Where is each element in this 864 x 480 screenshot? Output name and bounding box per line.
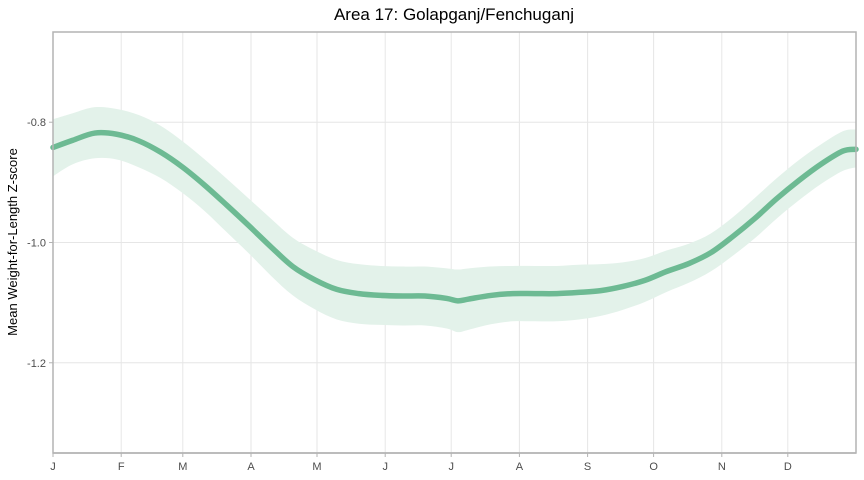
x-tick-label-5: J <box>382 461 388 473</box>
grid <box>52 32 856 453</box>
chart-title: Area 17: Golapganj/Fenchuganj <box>334 5 574 24</box>
y-tick-label-0: -0.8 <box>27 117 46 129</box>
series-line <box>50 129 859 304</box>
x-tick-label-10: N <box>718 461 726 473</box>
y-axis: -0.8 -1.0 -1.2 <box>27 117 53 370</box>
y-tick-label-2: -1.2 <box>27 358 46 370</box>
y-axis-label: Mean Weight-for-Length Z-score <box>5 148 20 336</box>
x-tick-label-8: S <box>584 461 591 473</box>
x-tick-label-6: J <box>448 461 454 473</box>
x-tick-label-11: D <box>784 461 792 473</box>
x-tick-label-3: A <box>247 461 255 473</box>
x-tick-label-4: M <box>312 461 321 473</box>
x-tick-label-2: M <box>178 461 187 473</box>
y-tick-label-1: -1.0 <box>27 238 46 250</box>
x-tick-label-7: A <box>516 461 524 473</box>
x-tick-label-1: F <box>118 461 125 473</box>
x-tick-label-0: J <box>50 461 56 473</box>
x-tick-label-9: O <box>649 461 658 473</box>
